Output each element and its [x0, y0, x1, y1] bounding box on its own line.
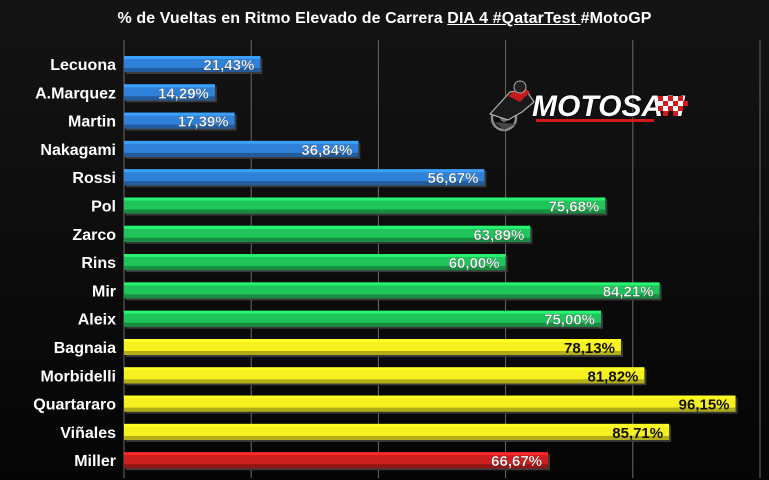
category-label: Rossi — [72, 170, 116, 187]
data-label: 21,43% — [203, 57, 254, 74]
data-label: 81,82% — [588, 368, 639, 385]
bar-edge — [124, 266, 506, 271]
category-label: Quartararo — [33, 397, 116, 414]
data-label: 17,39% — [178, 114, 229, 131]
title-text: % de Vueltas en Ritmo Elevado de Carrera — [117, 10, 448, 27]
bar-highlight — [124, 339, 621, 342]
data-label: 96,15% — [679, 397, 730, 414]
chart-title: % de Vueltas en Ritmo Elevado de Carrera… — [0, 10, 769, 28]
category-label: Martin — [68, 114, 116, 131]
checkered-flag-icon — [658, 96, 688, 116]
data-label: 36,84% — [301, 142, 352, 159]
data-label: 75,68% — [548, 199, 599, 216]
category-label: Zarco — [72, 227, 116, 244]
category-label: Aleix — [78, 312, 116, 329]
bar-highlight — [124, 423, 670, 427]
title-hashtag: #MotoGP — [580, 10, 652, 27]
bar-edge — [124, 407, 736, 412]
bar-highlight — [124, 282, 660, 286]
category-label: Mir — [92, 283, 116, 300]
bar-edge — [124, 124, 235, 129]
rider-icon — [488, 80, 535, 132]
data-label: 66,67% — [491, 453, 542, 470]
bar-highlight — [124, 367, 645, 371]
category-label: Miller — [74, 453, 116, 470]
bar-edge — [124, 464, 549, 469]
category-label: Nakagami — [40, 142, 116, 159]
bar-highlight — [124, 225, 531, 229]
data-label: 84,21% — [603, 283, 654, 300]
bar-highlight — [124, 395, 736, 399]
bar-highlight — [124, 197, 606, 201]
data-label: 60,00% — [449, 255, 500, 272]
category-label: Morbidelli — [40, 368, 116, 385]
category-label: Pol — [91, 199, 116, 216]
bar-highlight — [124, 140, 359, 144]
title-underlined: DIA 4 #QatarTest — [447, 10, 581, 27]
bar-edge — [124, 435, 670, 440]
category-label: Rins — [81, 255, 116, 272]
bar-edge — [124, 351, 621, 355]
motosan-logo: MOTOSAN — [488, 80, 688, 132]
bar-highlight — [124, 84, 215, 88]
category-label: A.Marquez — [35, 85, 116, 102]
bar-highlight — [124, 254, 506, 258]
bar-edge — [124, 96, 215, 101]
bar-highlight — [124, 310, 601, 314]
bar-highlight — [124, 169, 485, 173]
data-label: 14,29% — [158, 85, 209, 102]
bar-edge — [124, 152, 359, 157]
bar-edge — [124, 237, 531, 242]
bar-edge — [124, 294, 660, 299]
data-label: 78,13% — [564, 340, 615, 357]
bar-highlight — [124, 452, 549, 456]
data-label: 63,89% — [473, 227, 524, 244]
category-label: Lecuona — [50, 57, 116, 74]
bar-edge — [124, 68, 261, 72]
bar-highlight — [124, 56, 261, 59]
data-label: 75,00% — [544, 312, 595, 329]
data-label: 85,71% — [612, 425, 663, 442]
bar-edge — [124, 322, 601, 327]
logo-underline — [536, 119, 654, 122]
bar-edge — [124, 181, 485, 186]
category-label: Viñales — [60, 425, 116, 442]
bar-edge — [124, 209, 606, 214]
data-label: 56,67% — [428, 170, 479, 187]
bar-highlight — [124, 112, 235, 116]
bar-edge — [124, 379, 645, 384]
category-label: Bagnaia — [54, 340, 116, 357]
